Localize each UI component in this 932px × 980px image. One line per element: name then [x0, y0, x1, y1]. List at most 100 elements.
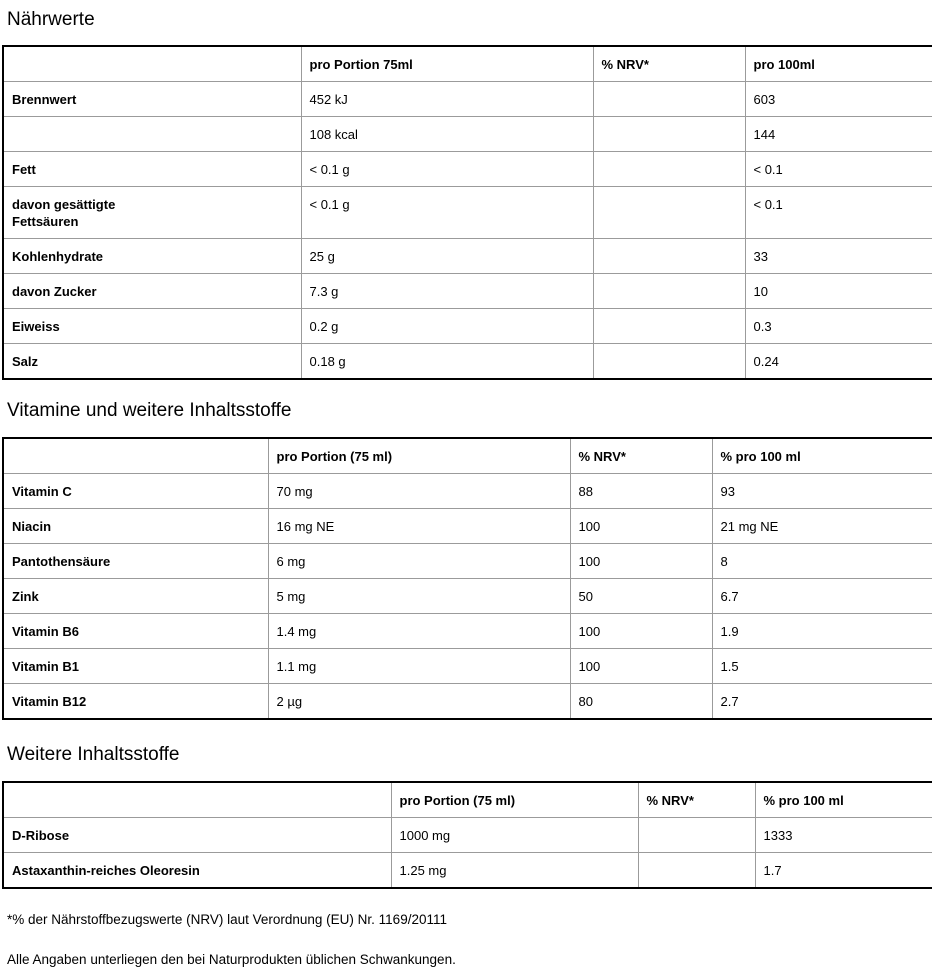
table-row: Pantothensäure 6 mg 100 8 [2, 543, 932, 579]
cell-value: 100 [569, 613, 713, 649]
table-row: Vitamin B1 1.1 mg 100 1.5 [2, 648, 932, 684]
cell-value: 1000 mg [390, 817, 639, 853]
column-header [2, 781, 392, 818]
cell-value: 1.1 mg [267, 648, 571, 684]
row-label: Vitamin C [2, 473, 269, 509]
cell-value: 7.3 g [300, 273, 594, 309]
cell-value: 10 [744, 273, 932, 309]
cell-value: 80 [569, 683, 713, 720]
naehrwerte-table: pro Portion 75ml% NRV* pro 100ml Brennwert… [2, 45, 932, 380]
column-header: % NRV* [637, 781, 756, 818]
table-row: davon gesättigte Fettsäuren < 0.1 g < 0.1 [2, 186, 932, 239]
table-row: Niacin 16 mg NE 100 21 mg NE [2, 508, 932, 544]
cell-value: < 0.1 [744, 151, 932, 187]
cell-value: 2.7 [711, 683, 932, 720]
cell-value: 5 mg [267, 578, 571, 614]
table-row: Brennwert 452 kJ 603 [2, 81, 932, 117]
cell-value: 25 g [300, 238, 594, 274]
table-row: davon Zucker 7.3 g 10 [2, 273, 932, 309]
cell-value: 6.7 [711, 578, 932, 614]
cell-value: 50 [569, 578, 713, 614]
cell-value [592, 343, 746, 380]
column-header: pro Portion (75 ml) [267, 437, 571, 474]
table-row: D-Ribose 1000 mg 1333 [2, 817, 932, 853]
section-title-vitamine: Vitamine und weitere Inhaltsstoffe [7, 400, 292, 421]
cell-value [592, 273, 746, 309]
column-header: pro 100ml [744, 45, 932, 82]
row-label: Kohlenhydrate [2, 238, 302, 274]
cell-value: 2 µg [267, 683, 571, 720]
table-row: Kohlenhydrate 25 g 33 [2, 238, 932, 274]
column-header: pro Portion (75 ml) [390, 781, 639, 818]
footnote-nrv-regulation: *% der Nährstoffbezugswerte (NRV) laut V… [7, 912, 447, 927]
cell-value: 144 [744, 116, 932, 152]
row-label: Fett [2, 151, 302, 187]
cell-value: 452 kJ [300, 81, 594, 117]
footnote-natural-variation: Alle Angaben unterliegen den bei Naturpr… [7, 952, 456, 967]
row-label: Vitamin B12 [2, 683, 269, 720]
cell-value: 0.2 g [300, 308, 594, 344]
cell-value: 16 mg NE [267, 508, 571, 544]
cell-value [592, 238, 746, 274]
cell-value: 93 [711, 473, 932, 509]
row-label: Astaxanthin-reiches Oleoresin [2, 852, 392, 889]
cell-value: 70 mg [267, 473, 571, 509]
column-header [2, 437, 269, 474]
cell-value [637, 817, 756, 853]
row-label: Vitamin B6 [2, 613, 269, 649]
cell-value: 1.25 mg [390, 852, 639, 889]
weitere-inhaltsstoffe-table: pro Portion (75 ml)% NRV*% pro 100 ml D-R… [2, 781, 932, 889]
table-row: Zink 5 mg 50 6.7 [2, 578, 932, 614]
cell-value: 0.18 g [300, 343, 594, 380]
cell-value: 1333 [754, 817, 932, 853]
cell-value: 21 mg NE [711, 508, 932, 544]
row-label: Pantothensäure [2, 543, 269, 579]
cell-value [592, 186, 746, 239]
table-row: Eiweiss 0.2 g 0.3 [2, 308, 932, 344]
cell-value: 603 [744, 81, 932, 117]
column-header: % pro 100 ml [711, 437, 932, 474]
cell-value: 1.9 [711, 613, 932, 649]
cell-value [592, 151, 746, 187]
cell-value: 0.24 [744, 343, 932, 380]
column-header: % NRV* [569, 437, 713, 474]
row-label: Niacin [2, 508, 269, 544]
row-label: davon gesättigte Fettsäuren [2, 186, 302, 239]
table-row: Vitamin B6 1.4 mg 100 1.9 [2, 613, 932, 649]
header-row: pro Portion 75ml% NRV* pro 100ml [2, 45, 932, 82]
vitamine-table: pro Portion (75 ml)% NRV*% pro 100 ml Vit… [2, 437, 932, 720]
cell-value: 100 [569, 543, 713, 579]
cell-value: 8 [711, 543, 932, 579]
cell-value [637, 852, 756, 889]
cell-value: 100 [569, 648, 713, 684]
cell-value: 88 [569, 473, 713, 509]
cell-value [592, 308, 746, 344]
row-label: Salz [2, 343, 302, 380]
table-row: Vitamin B12 2 µg 80 2.7 [2, 683, 932, 720]
cell-value: 33 [744, 238, 932, 274]
header-row: pro Portion (75 ml)% NRV*% pro 100 ml [2, 437, 932, 474]
header-row: pro Portion (75 ml)% NRV*% pro 100 ml [2, 781, 932, 818]
row-label: Brennwert [2, 81, 302, 117]
table-row: Astaxanthin-reiches Oleoresin 1.25 mg 1.7 [2, 852, 932, 889]
cell-value [592, 81, 746, 117]
column-header [2, 45, 302, 82]
cell-value: 108 kcal [300, 116, 594, 152]
cell-value: < 0.1 g [300, 186, 594, 239]
cell-value: < 0.1 g [300, 151, 594, 187]
cell-value: 100 [569, 508, 713, 544]
table-row: 108 kcal 144 [2, 116, 932, 152]
column-header: % pro 100 ml [754, 781, 932, 818]
column-header: % NRV* [592, 45, 746, 82]
cell-value: 1.5 [711, 648, 932, 684]
row-label: Zink [2, 578, 269, 614]
cell-value: 1.7 [754, 852, 932, 889]
row-label: Eiweiss [2, 308, 302, 344]
cell-value: < 0.1 [744, 186, 932, 239]
section-title-naehrwerte: Nährwerte [7, 9, 95, 30]
column-header: pro Portion 75ml [300, 45, 594, 82]
row-label: Vitamin B1 [2, 648, 269, 684]
cell-value: 6 mg [267, 543, 571, 579]
section-title-weitere-inhaltsstoffe: Weitere Inhaltsstoffe [7, 744, 180, 765]
